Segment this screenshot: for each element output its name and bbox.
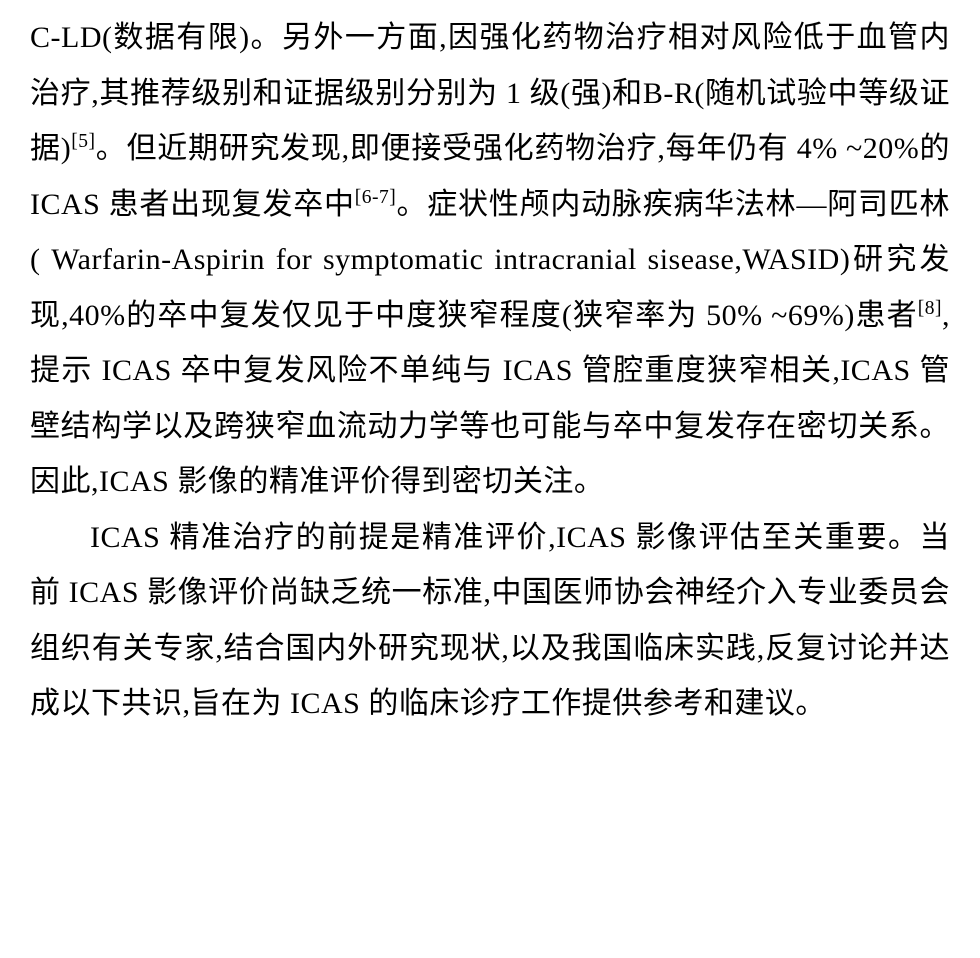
citation-superscript: [5] — [71, 131, 95, 152]
citation-superscript: [6-7] — [355, 187, 396, 208]
document-page: C-LD(数据有限)。另外一方面,因强化药物治疗相对风险低于血管内治疗,其推荐级… — [0, 0, 980, 958]
text-run: ICAS 精准治疗的前提是精准评价,ICAS 影像评估至关重要。当前 ICAS … — [30, 521, 950, 721]
paragraph-1: C-LD(数据有限)。另外一方面,因强化药物治疗相对风险低于血管内治疗,其推荐级… — [30, 10, 950, 510]
paragraph-2: ICAS 精准治疗的前提是精准评价,ICAS 影像评估至关重要。当前 ICAS … — [30, 510, 950, 732]
citation-superscript: [8] — [918, 298, 942, 319]
